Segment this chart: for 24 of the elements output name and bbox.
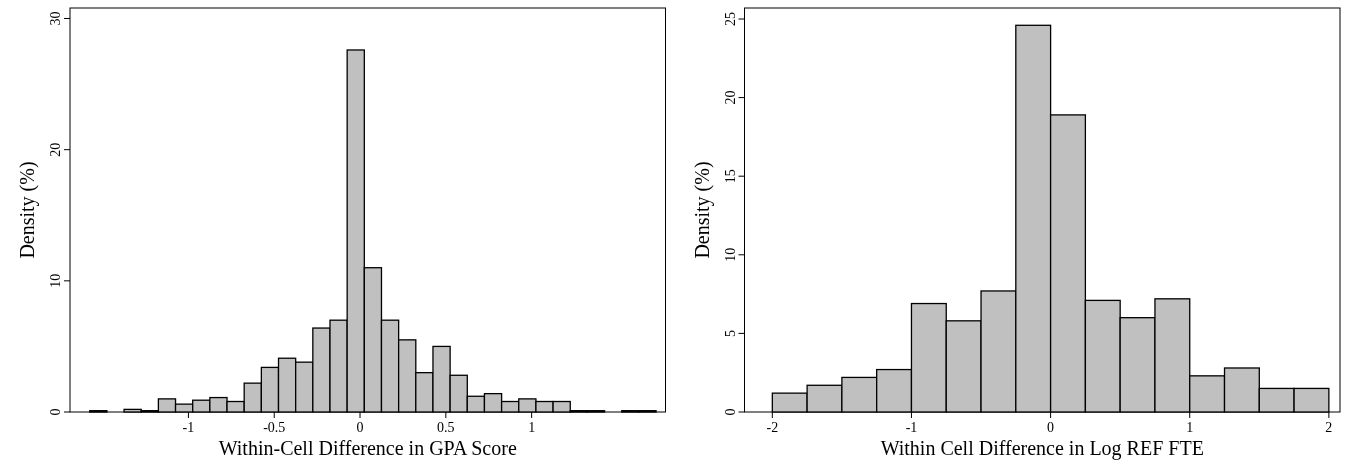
x-tick-label: 0: [1047, 420, 1055, 435]
y-tick-label: 30: [48, 11, 63, 26]
x-tick-label: 2: [1325, 420, 1333, 435]
y-tick-label: 25: [722, 12, 738, 26]
y-tick-label: 20: [48, 142, 63, 157]
x-tick-label: 0.5: [437, 420, 455, 435]
x-tick-label: -2: [766, 420, 779, 435]
x-tick-label: -1: [182, 420, 195, 435]
y-tick-label: 0: [48, 408, 63, 416]
y-tick-label: 20: [722, 90, 738, 105]
y-axis-title: Density (%): [690, 161, 714, 259]
x-tick-label: -0.5: [263, 420, 286, 435]
x-tick-label: 0: [356, 420, 364, 435]
x-tick-label: 1: [528, 420, 536, 435]
y-tick-label: 10: [48, 273, 63, 288]
y-tick-label: 5: [722, 329, 738, 337]
x-axis-title: Within Cell Difference in Log REF FTE: [880, 437, 1204, 460]
x-axis-title: Within-Cell Difference in GPA Score: [218, 437, 517, 459]
y-tick-label: 0: [722, 408, 738, 416]
x-tick-label: 1: [1186, 420, 1194, 435]
y-tick-label: 10: [722, 247, 738, 262]
y-axis-title: Density (%): [16, 161, 39, 259]
y-tick-label: 15: [722, 169, 738, 184]
x-tick-label: -1: [905, 420, 918, 435]
